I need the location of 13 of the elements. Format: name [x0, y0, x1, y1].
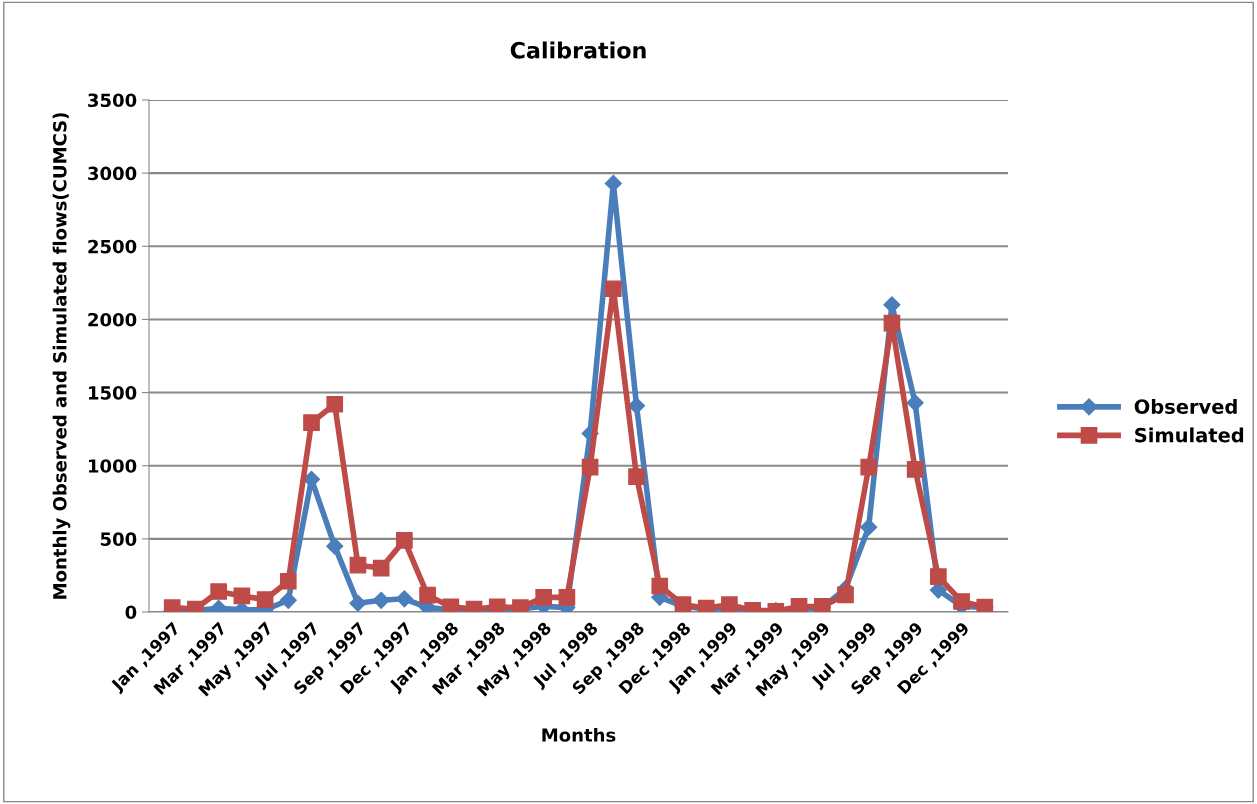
y-tick-label: 2500	[88, 239, 137, 254]
chart-title: Calibration	[510, 41, 646, 59]
y-tick-label: 0	[125, 605, 137, 620]
legend-label: Simulated	[1135, 427, 1244, 443]
y-tick-label: 3500	[88, 93, 137, 108]
y-tick-label: 1500	[88, 386, 137, 400]
y-tick-label: 500	[100, 532, 137, 546]
y-tick-label: 1000	[88, 459, 137, 473]
y-axis-title: Monthly Observed and Simulated flows(CUMCS)	[52, 113, 71, 599]
y-tick-label: 3000	[88, 166, 137, 181]
x-axis-title: Months	[542, 727, 616, 742]
legend-label: Observed	[1134, 398, 1237, 414]
y-tick-label: 2000	[88, 312, 137, 327]
